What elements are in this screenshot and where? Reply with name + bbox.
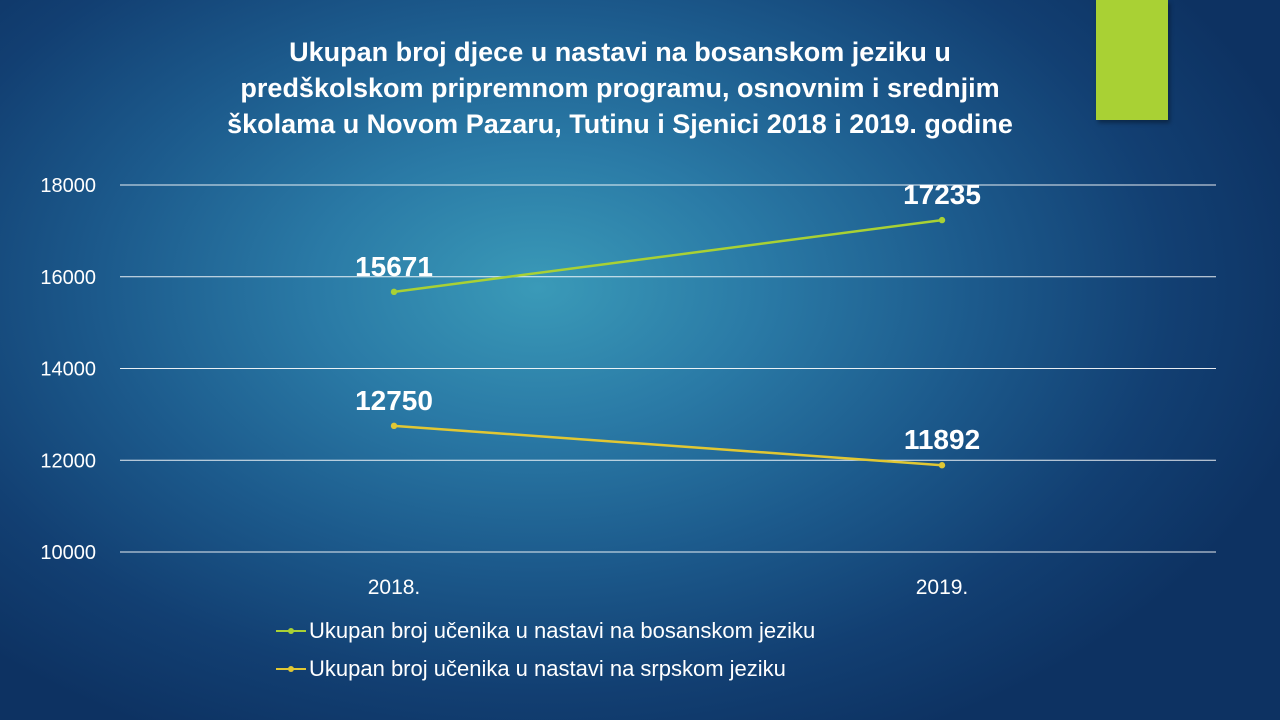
chart-title: Ukupan broj djece u nastavi na bosanskom… (120, 34, 1120, 142)
chart-legend: Ukupan broj učenika u nastavi na bosansk… (276, 612, 815, 688)
chart-title-line-3: školama u Novom Pazaru, Tutinu i Sjenici… (227, 109, 1013, 139)
data-label: 11892 (904, 424, 980, 455)
x-tick-label: 2019. (916, 576, 969, 599)
y-tick-label: 12000 (40, 450, 96, 472)
legend-item-bosanski: Ukupan broj učenika u nastavi na bosansk… (276, 612, 815, 650)
y-tick-label: 16000 (40, 267, 96, 289)
data-label: 17235 (903, 179, 981, 210)
x-tick-label: 2018. (368, 576, 421, 599)
accent-rectangle (1096, 0, 1168, 120)
series-line (393, 218, 943, 294)
data-label: 12750 (355, 385, 433, 416)
data-point (938, 462, 946, 469)
legend-label-srpski: Ukupan broj učenika u nastavi na srpskom… (309, 656, 786, 681)
data-point (938, 216, 946, 224)
legend-label-bosanski: Ukupan broj učenika u nastavi na bosansk… (309, 618, 816, 643)
series-line (393, 424, 943, 467)
legend-item-srpski: Ukupan broj učenika u nastavi na srpskom… (276, 650, 815, 688)
legend-marker-srpski (276, 662, 306, 676)
chart-title-line-2: predškolskom pripremnom programu, osnovn… (240, 73, 1000, 103)
y-tick-label: 18000 (40, 175, 96, 197)
data-point (390, 288, 398, 296)
y-tick-label: 10000 (40, 542, 96, 564)
data-label: 15671 (355, 251, 433, 282)
data-point (390, 422, 398, 430)
legend-marker-bosanski (276, 624, 306, 638)
y-tick-label: 14000 (40, 359, 96, 381)
chart-title-line-1: Ukupan broj djece u nastavi na bosanskom… (289, 37, 951, 67)
